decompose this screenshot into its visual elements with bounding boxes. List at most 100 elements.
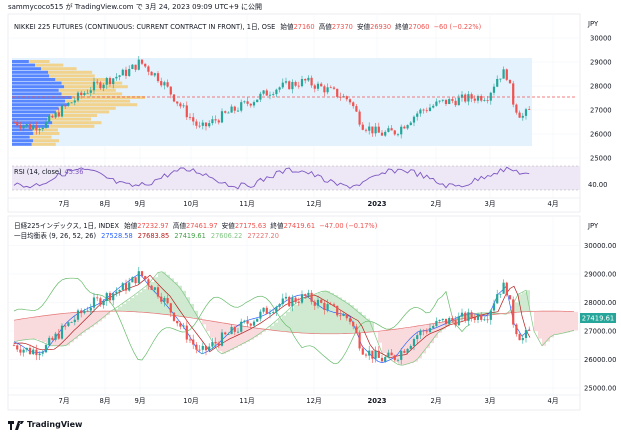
bottom-candle-body [329, 304, 332, 305]
top-candle-body [166, 82, 169, 87]
bottom-candle-body [454, 320, 457, 326]
bottom-candle-body [428, 328, 432, 333]
top-candle-body [246, 101, 249, 104]
top-candle-body [35, 125, 38, 131]
vp-bar-down [29, 135, 52, 139]
top-candle-body [147, 66, 150, 72]
top-candle-body [156, 73, 160, 82]
bottom-candle-body [259, 311, 262, 319]
bottom-y-tick: 28000.00 [584, 299, 616, 307]
top-candle-body [406, 125, 409, 129]
bottom-candle-body [230, 326, 233, 335]
bottom-candle-body [240, 321, 243, 332]
rsi-label: RSI (14, close) [14, 168, 62, 176]
top-candle-body [112, 78, 115, 85]
top-candle-body [272, 94, 275, 95]
top-candle-body [118, 75, 121, 77]
top-candle-body [492, 86, 496, 93]
bottom-candle-body [307, 292, 310, 296]
top-candle-body [32, 125, 35, 130]
vp-bar-down [55, 78, 109, 81]
bottom-candle-body [310, 292, 313, 302]
top-candle-body [172, 94, 176, 102]
top-candle-body [441, 99, 444, 101]
bottom-candle-body [179, 323, 182, 327]
top-panel[interactable]: NIKKEI 225 FUTURES (CONTINUOUS: CURRENT … [7, 13, 612, 213]
bottom-x-tick: 2023 [368, 397, 387, 405]
bottom-candle-body [16, 345, 19, 350]
top-candle-body [505, 69, 508, 80]
bottom-candle-body [323, 302, 326, 310]
bottom-candle-body [441, 318, 444, 320]
top-candle-body [208, 123, 211, 127]
footer-brand[interactable]: TradingView [8, 418, 82, 432]
bottom-candle-body [60, 325, 64, 339]
senkou-span-a [13, 271, 575, 366]
bottom-candle-body [48, 337, 51, 345]
top-candle-body [428, 107, 432, 112]
top-candle-body [483, 100, 486, 102]
top-x-tick: 2023 [368, 200, 387, 208]
bottom-candle-body [211, 341, 214, 347]
bottom-candle-body [355, 326, 358, 333]
bottom-candle-body [182, 325, 185, 327]
bottom-candle-body [86, 310, 89, 312]
top-candle-body [307, 77, 310, 81]
top-candle-body [377, 126, 380, 133]
ichimoku-senkou-b-value: 27227.20 [247, 232, 278, 240]
bottom-candle-body [416, 335, 419, 340]
bottom-panel[interactable]: 日経225インデックス, 1日, INDEX 始値27232.97 高値2746… [7, 215, 616, 411]
top-candle-body [521, 115, 524, 118]
top-candle-body [131, 64, 134, 70]
top-candle-body [198, 125, 201, 127]
bottom-candle-body [243, 320, 246, 322]
top-candle-body [422, 109, 425, 111]
bottom-candle-body [137, 271, 140, 284]
top-y-tick: 26000 [590, 131, 612, 139]
bottom-y-tick: 25000.00 [584, 385, 616, 393]
top-candle-body [297, 85, 300, 87]
vp-bar-up [12, 128, 33, 132]
bottom-candle-body [489, 310, 492, 320]
bottom-candle-body [364, 354, 368, 356]
top-candle-body [355, 106, 358, 112]
top-candle-body [144, 63, 147, 67]
top-candle-body [256, 99, 259, 103]
top-candle-body [73, 100, 76, 103]
top-candle-body [448, 99, 451, 105]
bottom-candle-body [214, 341, 217, 344]
bottom-candle-body [169, 303, 172, 313]
vp-bar-down [33, 139, 60, 143]
bottom-candle-body [451, 318, 454, 321]
vp-bar-up [12, 139, 34, 143]
vp-bar-up [12, 63, 36, 67]
top-candle-body [169, 86, 172, 95]
top-candle-body [435, 101, 438, 106]
top-candle-body [51, 115, 54, 118]
top-candle-body [243, 101, 246, 103]
top-candle-body [281, 82, 284, 88]
bottom-candle-body [374, 350, 377, 359]
bottom-candle-body [54, 333, 57, 340]
top-candle-body [128, 69, 131, 76]
rsi-tick: 40.00 [588, 181, 607, 189]
vp-bar-down [52, 121, 102, 125]
bottom-candle-body [176, 320, 179, 324]
vp-bar-down [31, 142, 56, 146]
top-candle-body [233, 106, 236, 111]
bottom-x-tick: 2月 [430, 397, 441, 405]
bottom-candle-body [288, 296, 291, 307]
bottom-candle-body [89, 307, 92, 311]
top-candle-body [489, 92, 492, 101]
top-candle-body [380, 132, 384, 136]
bottom-candle-body [425, 331, 428, 333]
bottom-candle-body [291, 297, 294, 307]
bottom-y-tick: 26000.00 [584, 356, 616, 364]
bottom-candle-body [332, 304, 336, 306]
bottom-candle-body [115, 291, 118, 294]
bottom-candle-body [195, 344, 198, 350]
bottom-candle-body [112, 293, 115, 301]
vp-bar-down [55, 110, 110, 114]
top-candle-body [185, 105, 188, 118]
